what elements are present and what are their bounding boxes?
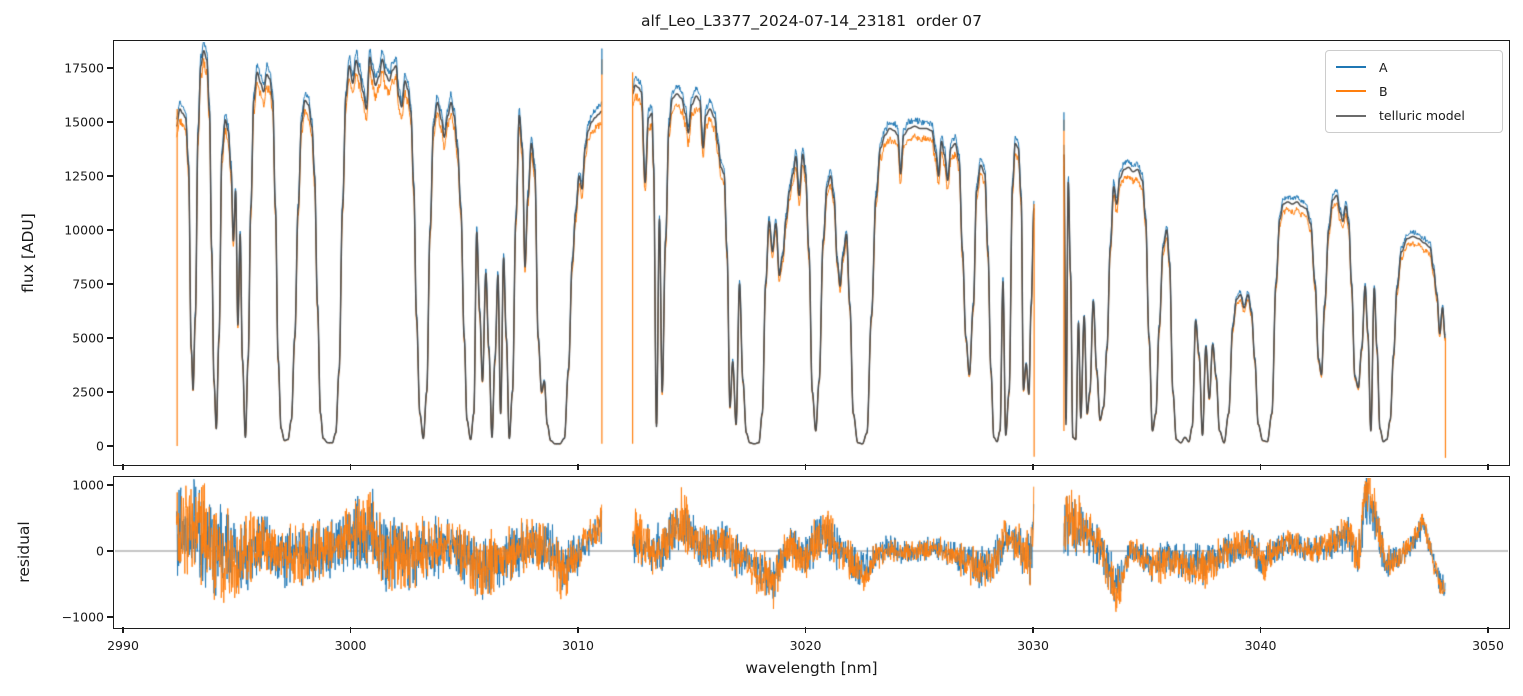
residual-y-tick-label: 0 bbox=[96, 543, 104, 559]
flux-y-tick-label: 5000 bbox=[72, 330, 104, 346]
residual-panel bbox=[113, 476, 1510, 629]
tick-mark bbox=[107, 445, 113, 447]
tick-mark bbox=[107, 283, 113, 285]
tick-mark bbox=[349, 464, 352, 470]
residual-plot-canvas bbox=[115, 478, 1508, 627]
flux-y-tick-label: 0 bbox=[96, 438, 104, 454]
tick-mark bbox=[349, 627, 352, 633]
legend-line-a-icon bbox=[1336, 66, 1366, 69]
flux-y-tick-label: 12500 bbox=[64, 168, 104, 184]
x-tick-label: 2990 bbox=[107, 638, 139, 653]
legend-item-b: B bbox=[1326, 84, 1502, 99]
tick-mark bbox=[577, 627, 579, 633]
legend-line-b-icon bbox=[1336, 90, 1366, 93]
flux-panel bbox=[113, 40, 1510, 466]
residual-axis-label: residual bbox=[15, 521, 33, 583]
x-tick-label: 3000 bbox=[334, 638, 367, 653]
residual-y-tick-label: −1000 bbox=[61, 609, 104, 625]
tick-mark bbox=[107, 616, 113, 618]
flux-y-tick-label: 17500 bbox=[64, 60, 104, 76]
flux-y-tick-label: 10000 bbox=[64, 222, 104, 238]
flux-plot-canvas bbox=[115, 42, 1508, 464]
tick-mark bbox=[1259, 627, 1262, 633]
legend-item-telluric-model: telluric model bbox=[1326, 108, 1502, 123]
legend-label-a: A bbox=[1379, 59, 1388, 75]
tick-mark bbox=[804, 464, 807, 470]
tick-mark bbox=[1487, 464, 1489, 470]
x-tick-label: 3010 bbox=[562, 638, 594, 653]
tick-mark bbox=[1032, 627, 1034, 633]
x-tick-label: 3020 bbox=[789, 638, 822, 653]
tick-mark bbox=[107, 391, 113, 393]
legend-label-telluric-model: telluric model bbox=[1379, 108, 1465, 124]
tick-mark bbox=[107, 550, 113, 552]
tick-mark bbox=[107, 67, 113, 69]
tick-mark bbox=[122, 464, 124, 470]
x-tick-label: 3030 bbox=[1017, 638, 1049, 653]
legend-label-b: B bbox=[1379, 83, 1388, 99]
tick-mark bbox=[577, 464, 579, 470]
x-axis-label: wavelength [nm] bbox=[745, 659, 878, 677]
tick-mark bbox=[107, 175, 113, 177]
x-tick-label: 3050 bbox=[1472, 638, 1504, 653]
flux-axis-label: flux [ADU] bbox=[19, 213, 37, 293]
plot-title: alf_Leo_L3377_2024-07-14_23181 order 07 bbox=[641, 12, 982, 30]
legend: A B telluric model bbox=[1325, 50, 1503, 133]
flux-y-tick-label: 7500 bbox=[72, 276, 104, 292]
residual-y-tick-label: 1000 bbox=[72, 477, 104, 493]
legend-item-a: A bbox=[1326, 60, 1502, 75]
flux-y-tick-label: 15000 bbox=[64, 114, 104, 130]
tick-mark bbox=[804, 627, 807, 633]
flux-y-tick-label: 2500 bbox=[72, 384, 104, 400]
tick-mark bbox=[107, 484, 113, 486]
tick-mark bbox=[107, 229, 113, 231]
tick-mark bbox=[1259, 464, 1262, 470]
tick-mark bbox=[1032, 464, 1034, 470]
tick-mark bbox=[122, 627, 124, 633]
tick-mark bbox=[1487, 627, 1489, 633]
x-tick-label: 3040 bbox=[1244, 638, 1277, 653]
tick-mark bbox=[107, 121, 113, 123]
tick-mark bbox=[107, 337, 113, 339]
legend-line-telluric-model-icon bbox=[1336, 114, 1366, 117]
